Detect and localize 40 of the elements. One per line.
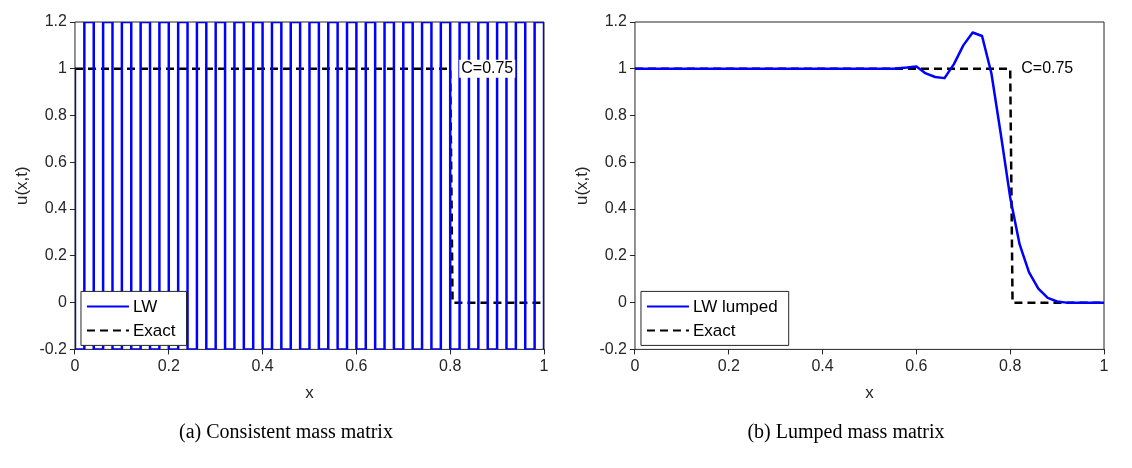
x-axis-title: x [865, 383, 875, 403]
y-tick-label: 0.2 [44, 246, 68, 264]
y-tick-label: 0.8 [604, 105, 628, 123]
y-tick-label: 0.4 [604, 199, 628, 217]
x-tick-label: 1 [539, 357, 549, 375]
y-tick-label: 1 [618, 59, 628, 77]
legend-label: LW lumped [692, 297, 778, 317]
y-tick-label: -0.2 [599, 339, 628, 357]
x-tick-label: 0.2 [717, 357, 740, 375]
annotation: C=0.75 [1021, 59, 1074, 77]
legend-label: LW [132, 297, 158, 317]
x-tick-label: 0.8 [999, 357, 1022, 375]
x-tick-label: 0.6 [345, 357, 368, 375]
y-tick-label: 1.2 [44, 12, 68, 30]
x-tick-label: 0.2 [157, 357, 180, 375]
y-tick-label: 1 [58, 59, 68, 77]
y-tick-label: 0.4 [44, 199, 68, 217]
legend-label: Exact [132, 321, 176, 341]
annotation: C=0.75 [461, 59, 514, 77]
legend-label: Exact [692, 321, 736, 341]
x-tick-label: 0 [630, 357, 640, 375]
y-axis-title: u(x,t) [11, 166, 31, 206]
y-tick-label: 0.2 [604, 246, 628, 264]
y-axis-title: u(x,t) [571, 166, 591, 206]
y-tick-label: -0.2 [39, 339, 68, 357]
text: (a) Consistent mass matrix [178, 420, 394, 443]
y-tick-label: 1.2 [604, 12, 628, 30]
x-tick-label: 0.4 [251, 357, 274, 375]
x-tick-label: 1 [1099, 357, 1109, 375]
x-tick-label: 0.6 [905, 357, 928, 375]
x-tick-label: 0 [70, 357, 80, 375]
y-tick-label: 0.6 [44, 152, 68, 170]
y-tick-label: 0.6 [604, 152, 628, 170]
text: (b) Lumped mass matrix [746, 420, 946, 443]
x-tick-label: 0.8 [439, 357, 462, 375]
y-tick-label: 0 [58, 293, 68, 311]
y-tick-label: 0.8 [44, 105, 68, 123]
x-tick-label: 0.4 [811, 357, 834, 375]
y-tick-label: 0 [618, 293, 628, 311]
x-axis-title: x [305, 383, 315, 403]
